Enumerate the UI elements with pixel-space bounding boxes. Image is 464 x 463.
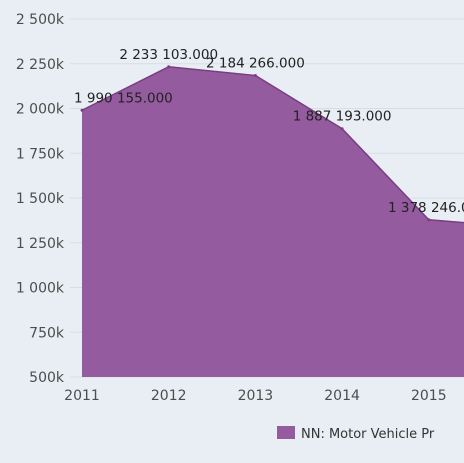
y-tick-label: 2 250k — [16, 57, 65, 73]
data-label: 1 378 246.0 — [388, 200, 464, 216]
x-tick-label: 2011 — [64, 388, 100, 404]
data-point[interactable] — [80, 108, 84, 112]
x-tick-label: 2015 — [411, 388, 447, 404]
data-point[interactable] — [167, 65, 171, 69]
data-point[interactable] — [427, 218, 431, 222]
data-label: 2 233 103.000 — [119, 47, 218, 63]
y-tick-label: 1 000k — [16, 281, 65, 297]
series-area[interactable] — [82, 66, 464, 377]
data-point[interactable] — [253, 74, 257, 78]
y-tick-label: 500k — [29, 370, 65, 386]
y-tick-label: 1 500k — [16, 191, 65, 207]
legend-swatch — [277, 426, 295, 439]
y-tick-label: 750k — [29, 325, 65, 341]
legend[interactable]: NN: Motor Vehicle Pr — [277, 426, 435, 442]
y-tick-label: 1 250k — [16, 236, 65, 252]
data-label: 2 184 266.000 — [206, 56, 305, 72]
data-label: 1 990 155.000 — [74, 90, 173, 106]
y-tick-label: 2 500k — [16, 12, 65, 28]
y-tick-label: 2 000k — [16, 102, 65, 118]
x-tick-label: 2012 — [151, 388, 187, 404]
x-axis-ticks: 201120122013201420152016 — [64, 388, 447, 404]
series-line — [81, 66, 464, 224]
x-tick-label: 2014 — [324, 388, 360, 404]
legend-label: NN: Motor Vehicle Pr — [301, 427, 435, 442]
series-area-layer — [80, 65, 464, 377]
data-point[interactable] — [340, 127, 344, 131]
x-tick-label: 2013 — [238, 388, 274, 404]
data-label: 1 887 193.000 — [293, 109, 392, 125]
y-tick-label: 1 750k — [16, 146, 65, 162]
y-axis-ticks: 500k 750k 1 000k 1 250k 1 500k 1 750k 2 000k 2 … — [16, 12, 65, 386]
